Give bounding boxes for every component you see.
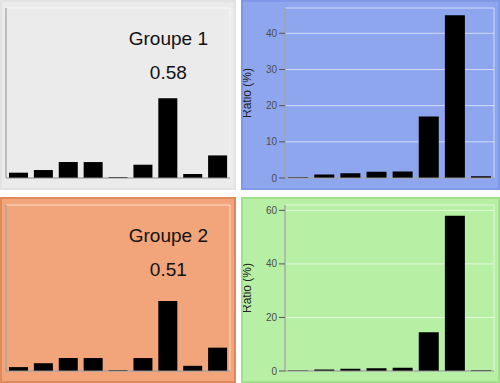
svg-text:20: 20 — [266, 312, 278, 323]
svg-text:40: 40 — [266, 28, 278, 39]
html-text:Groupe 1: Groupe 1 — [128, 28, 208, 49]
svg-text:0: 0 — [271, 173, 277, 184]
svg-text:30: 30 — [266, 64, 278, 75]
html-text:0.58: 0.58 — [149, 62, 187, 83]
svg-text:60: 60 — [266, 205, 278, 216]
svg-text:Ratio (%): Ratio (%) — [243, 68, 254, 118]
svg-text:10: 10 — [266, 136, 278, 147]
html-text:0.51: 0.51 — [149, 259, 187, 280]
svg-text:40: 40 — [266, 258, 278, 269]
html-text:Groupe 2: Groupe 2 — [128, 225, 208, 246]
svg-text:20: 20 — [266, 100, 278, 111]
svg-text:Ratio (%): Ratio (%) — [243, 263, 254, 313]
svg-text:0: 0 — [271, 366, 277, 377]
